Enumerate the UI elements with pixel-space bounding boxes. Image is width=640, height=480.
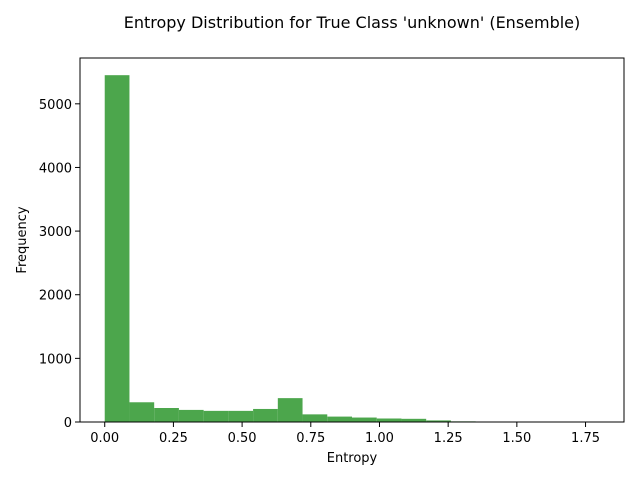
- histogram-bar: [104, 75, 130, 422]
- histogram-bar: [228, 410, 254, 422]
- x-tick-label: 1.00: [365, 431, 394, 446]
- histogram-bar: [154, 408, 179, 422]
- x-axis-label: Entropy: [327, 451, 378, 466]
- x-tick-label: 0.00: [90, 431, 119, 446]
- x-tick-label: 1.50: [502, 431, 531, 446]
- x-tick-label: 0.75: [296, 431, 325, 446]
- x-tick-label: 0.25: [159, 431, 188, 446]
- y-tick-label: 5000: [39, 98, 72, 113]
- histogram-bar: [376, 418, 402, 422]
- y-tick-label: 0: [64, 416, 72, 431]
- histogram-bar: [352, 417, 377, 422]
- histogram-bar: [129, 402, 155, 422]
- x-tick-label: 1.25: [434, 431, 463, 446]
- histogram-bar: [253, 408, 278, 422]
- bars-group: [104, 75, 600, 422]
- x-axis-ticks: 0.00 0.25 0.50 0.75 1.00 1.25 1.50 1.75: [90, 422, 600, 446]
- histogram-bar: [302, 414, 328, 422]
- y-tick-label: 3000: [39, 225, 72, 240]
- histogram-bar: [401, 418, 427, 422]
- y-axis-label: Frequency: [15, 206, 30, 273]
- histogram-bar: [203, 410, 229, 422]
- y-tick-label: 1000: [39, 352, 72, 367]
- y-tick-label: 4000: [39, 161, 72, 176]
- plot-frame: [79, 57, 625, 423]
- y-tick-label: 2000: [39, 289, 72, 304]
- histogram-bar: [426, 420, 451, 422]
- histogram-bar: [327, 416, 352, 422]
- chart-title: Entropy Distribution for True Class 'unk…: [124, 13, 581, 32]
- y-axis-ticks: 0 1000 2000 3000 4000 5000: [39, 98, 80, 431]
- x-tick-label: 1.75: [571, 431, 600, 446]
- x-tick-label: 0.50: [228, 431, 257, 446]
- histogram-bar: [277, 398, 303, 422]
- histogram-bar: [178, 409, 204, 422]
